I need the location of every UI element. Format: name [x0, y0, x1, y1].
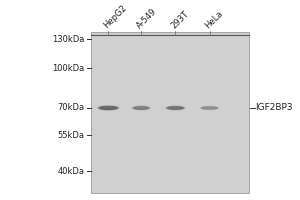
Ellipse shape [205, 106, 214, 108]
Ellipse shape [165, 105, 185, 110]
Text: HeLa: HeLa [203, 9, 225, 30]
Ellipse shape [137, 106, 145, 108]
Ellipse shape [200, 106, 219, 110]
Ellipse shape [97, 105, 119, 111]
Bar [91, 32, 250, 193]
Text: 70kDa: 70kDa [58, 103, 85, 112]
Ellipse shape [99, 106, 118, 110]
Text: 55kDa: 55kDa [58, 131, 85, 140]
Text: 40kDa: 40kDa [58, 167, 85, 176]
Text: 100kDa: 100kDa [52, 64, 85, 73]
Ellipse shape [132, 105, 151, 110]
Ellipse shape [133, 106, 149, 110]
Text: 293T: 293T [169, 9, 190, 30]
Text: HepG2: HepG2 [102, 3, 129, 30]
Ellipse shape [103, 106, 113, 108]
Text: IGF2BP3: IGF2BP3 [255, 103, 293, 112]
Ellipse shape [171, 106, 180, 108]
Ellipse shape [167, 106, 184, 110]
Text: A-549: A-549 [135, 6, 158, 30]
Text: 130kDa: 130kDa [52, 35, 85, 44]
Ellipse shape [201, 106, 218, 110]
